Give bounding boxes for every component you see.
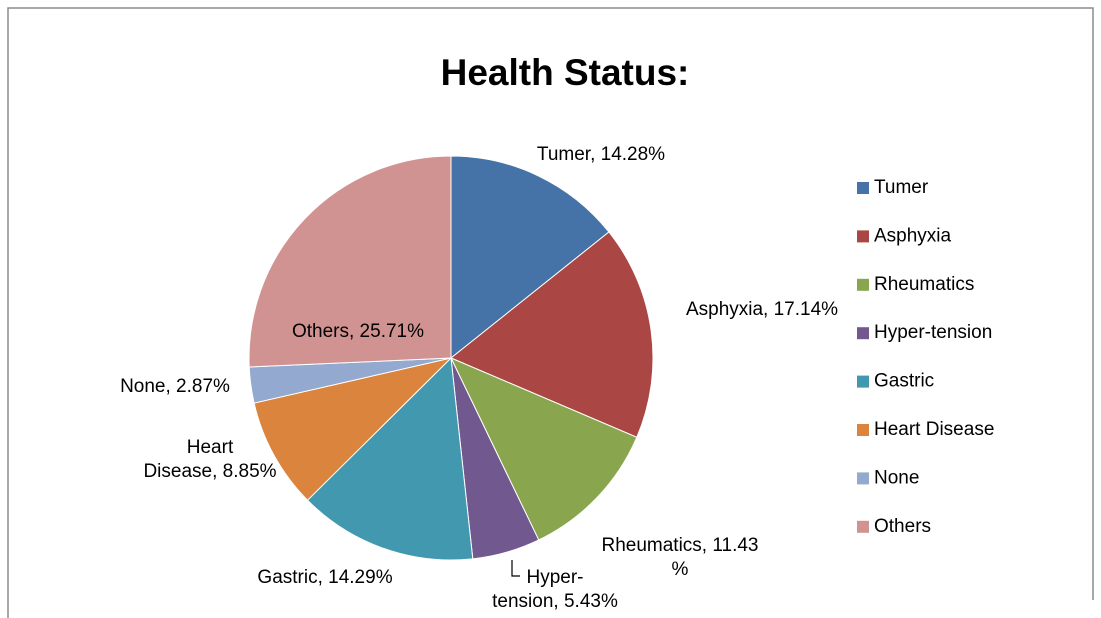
data-label: Gastric, 14.29%: [257, 567, 393, 588]
pie-slice: [248, 155, 452, 368]
legend-label: Hyper-tension: [874, 322, 992, 343]
legend-swatch: [857, 182, 869, 194]
data-label: Hyper- tension, 5.43%: [492, 567, 618, 612]
legend-swatch: [857, 472, 869, 485]
legend-label: None: [874, 467, 919, 488]
legend-swatch: [857, 327, 869, 340]
legend-swatch: [857, 230, 869, 243]
legend-label: Heart Disease: [874, 419, 994, 440]
legend-swatch: [857, 424, 869, 436]
legend-label: Asphyxia: [874, 225, 952, 246]
pie-slice: [449, 357, 638, 541]
pie-slice: [450, 155, 610, 360]
leader-line: [511, 560, 520, 577]
pie-slice: [306, 356, 474, 561]
chart-title: Health Status:: [441, 52, 690, 93]
legend-label: Tumer: [874, 177, 929, 198]
data-label: Tumer, 14.28%: [536, 144, 666, 165]
data-label: Asphyxia, 17.14%: [685, 299, 839, 320]
data-label: Others, 25.71%: [291, 321, 425, 342]
pie-slice: [450, 231, 654, 438]
legend-swatch: [857, 520, 869, 533]
data-label: Rheumatics, 11.43 %: [601, 535, 759, 580]
legend-label: Rheumatics: [874, 274, 974, 295]
chart-border: [7, 7, 1094, 618]
data-label: None, 2.87%: [120, 376, 230, 397]
legend-swatch: [857, 375, 869, 388]
legend-label: Others: [874, 516, 931, 537]
legend-label: Gastric: [874, 371, 934, 392]
data-label: Heart Disease, 8.85%: [143, 437, 277, 482]
pie-slice: [253, 357, 453, 501]
legend-swatch: [857, 278, 869, 291]
